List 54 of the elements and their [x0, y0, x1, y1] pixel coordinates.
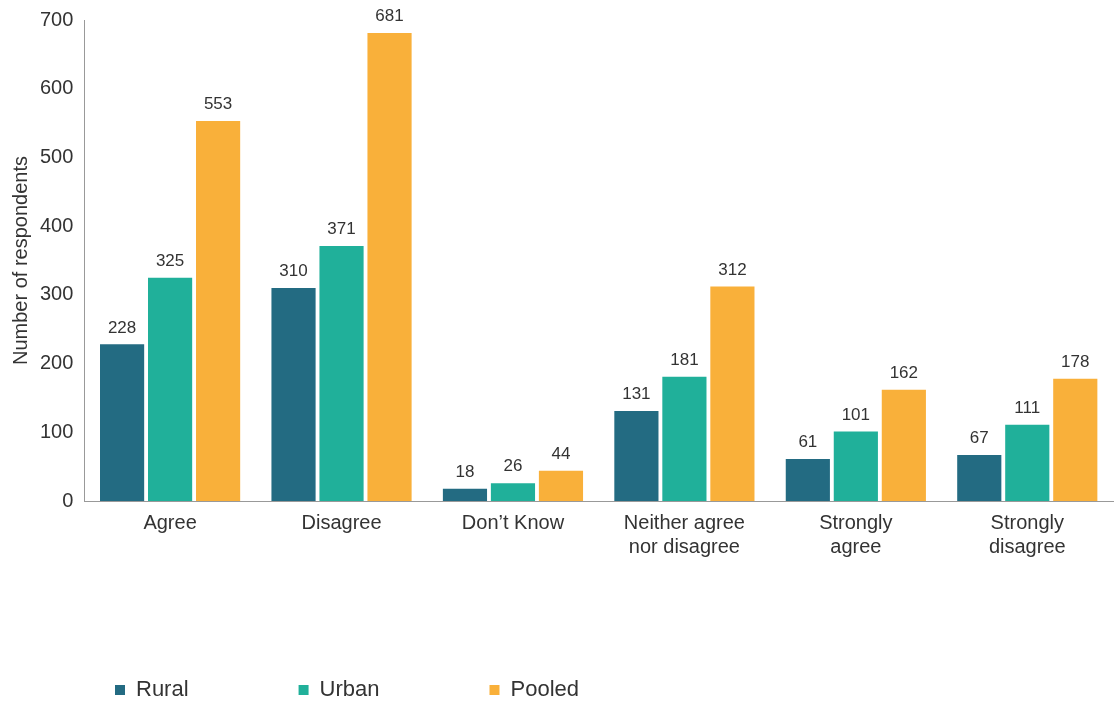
bar [538, 470, 584, 501]
y-tick-label: 600 [39, 76, 74, 99]
data-label: 325 [155, 250, 185, 270]
data-label: 111 [1014, 397, 1041, 417]
y-tick-label: 200 [39, 351, 74, 374]
data-label: 371 [327, 219, 356, 239]
data-label: 310 [279, 261, 308, 281]
bar [442, 488, 488, 501]
x-tick-label: Strongly agree [819, 510, 893, 557]
data-label: 61 [798, 432, 818, 452]
data-label: 44 [551, 443, 571, 463]
data-label: 228 [107, 317, 137, 337]
y-tick-label: 100 [39, 419, 74, 442]
bar [100, 344, 145, 501]
bar [881, 389, 926, 501]
bar [319, 246, 364, 501]
y-tick-label: 500 [39, 144, 74, 167]
bar [271, 287, 316, 501]
x-tick-label: Strongly disagree [988, 510, 1066, 557]
bar [785, 459, 830, 501]
data-label: 681 [375, 6, 404, 26]
x-tick-label: Agree [143, 510, 197, 533]
data-label: 131 [622, 384, 651, 404]
bar [1005, 424, 1050, 501]
data-label: 553 [203, 94, 233, 114]
data-label: 181 [670, 349, 699, 369]
bar [148, 277, 193, 501]
bar [367, 33, 412, 501]
data-label: 67 [969, 428, 989, 448]
legend-label: Rural [136, 676, 189, 702]
bar [490, 483, 536, 501]
y-tick-label: 400 [39, 213, 74, 236]
data-label: 178 [1061, 351, 1090, 371]
x-tick-label: Neither agree nor disagree [623, 510, 745, 557]
bar [710, 286, 755, 501]
legend-label: Urban [319, 676, 380, 702]
bar [957, 454, 1002, 501]
data-label: 26 [503, 456, 523, 476]
y-tick-label: 0 [62, 488, 74, 511]
y-tick-label: 700 [39, 7, 74, 30]
y-tick-label: 300 [39, 282, 74, 305]
x-tick-label: Don’t Know [461, 510, 565, 533]
bar [196, 121, 241, 501]
bar [1053, 378, 1098, 501]
bar [833, 431, 878, 501]
data-label: 162 [889, 362, 919, 382]
data-label: 101 [841, 404, 871, 424]
y-axis-title: Number of respondents [8, 155, 31, 366]
legend-label: Pooled [510, 676, 580, 702]
data-label: 18 [455, 461, 475, 481]
bar [662, 376, 707, 501]
bar [614, 410, 659, 501]
x-tick-label: Disagree [301, 510, 382, 533]
data-label: 312 [718, 259, 747, 279]
